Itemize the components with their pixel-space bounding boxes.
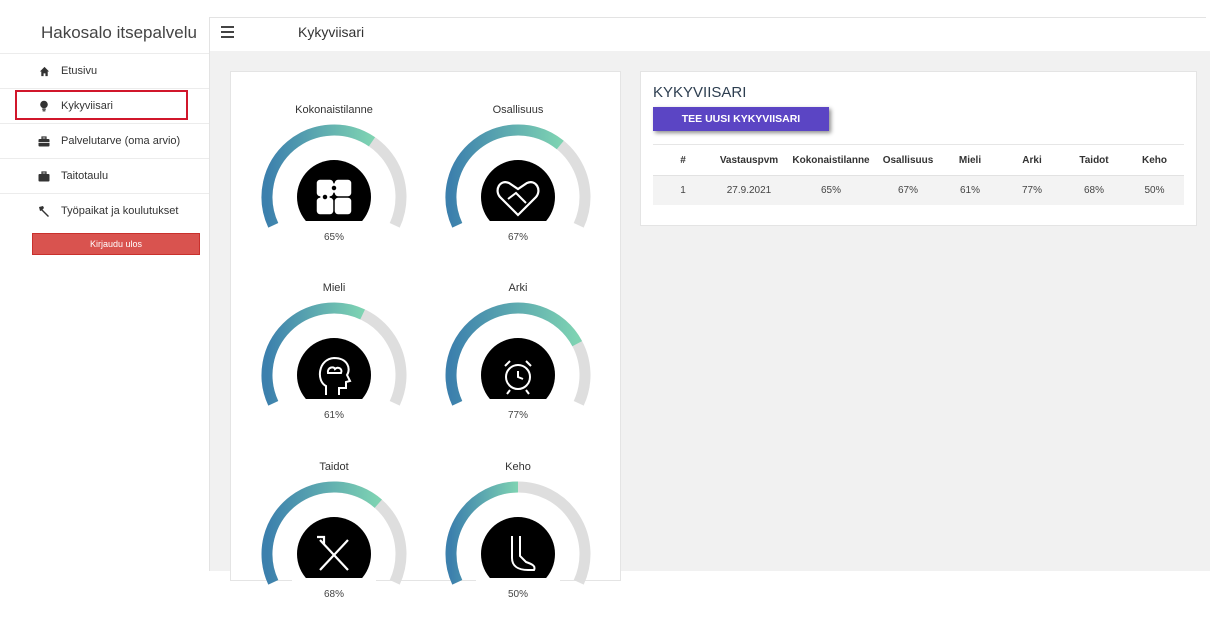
gauges-card: Kokonaistilanne 65% Osallisuus bbox=[230, 71, 621, 600]
briefcase-icon bbox=[38, 135, 50, 147]
sidebar-item-kykyviisari[interactable]: Kykyviisari bbox=[0, 88, 209, 123]
table-cell: 67% bbox=[877, 175, 939, 205]
table-header-row: # Vastauspvm Kokonaistilanne Osallisuus … bbox=[653, 144, 1184, 176]
hamburger-menu-icon[interactable] bbox=[221, 26, 234, 38]
gauge-arki: Arki 77% bbox=[438, 282, 598, 462]
table-cell: 68% bbox=[1063, 175, 1125, 205]
column-header: Keho bbox=[1125, 144, 1184, 176]
table-cell: 77% bbox=[1001, 175, 1063, 205]
brand-title: Hakosalo itsepalvelu bbox=[41, 23, 197, 42]
sidebar-item-taitotaulu[interactable]: Taitotaulu bbox=[0, 158, 209, 193]
gauge-dial bbox=[445, 302, 591, 415]
hammer-icon bbox=[38, 205, 50, 217]
table-cell: 27.9.2021 bbox=[713, 175, 785, 205]
gauge-taidot: Taidot 68% bbox=[254, 461, 414, 641]
gauge-arc bbox=[261, 124, 376, 228]
column-header: Osallisuus bbox=[877, 144, 939, 176]
column-header: Mieli bbox=[939, 144, 1001, 176]
logout-button[interactable]: Kirjaudu ulos bbox=[32, 233, 200, 255]
gauge-value: 50% bbox=[507, 589, 528, 600]
gauge-mieli: Mieli 61% bbox=[254, 282, 414, 462]
top-bar: Kykyviisari bbox=[210, 17, 1206, 52]
gauge-osallisuus: Osallisuus 67% bbox=[438, 104, 598, 284]
results-card: KYKYVIISARI TEE UUSI KYKYVIISARI # Vasta… bbox=[640, 71, 1197, 226]
head-cloud-icon bbox=[318, 356, 352, 395]
sidebar-item-tyopaikat[interactable]: Työpaikat ja koulutukset bbox=[0, 193, 209, 228]
sidebar-item-etusivu[interactable]: Etusivu bbox=[0, 53, 209, 88]
gauge-value: 77% bbox=[507, 410, 528, 421]
sidebar-item-label: Palvelutarve (oma arvio) bbox=[61, 135, 181, 147]
gauge-arc bbox=[445, 124, 564, 228]
page-title: Kykyviisari bbox=[298, 24, 365, 40]
sidebar-item-label: Työpaikat ja koulutukset bbox=[61, 205, 179, 217]
results-title: KYKYVIISARI bbox=[653, 84, 747, 101]
gauge-arc bbox=[445, 302, 583, 406]
gauge-value: 61% bbox=[323, 410, 344, 421]
table-cell: 1 bbox=[653, 175, 713, 205]
gauge-title: Taidot bbox=[319, 461, 349, 473]
alarm-clock-icon bbox=[504, 360, 532, 395]
results-table: # Vastauspvm Kokonaistilanne Osallisuus … bbox=[653, 144, 1184, 205]
gauge-value: 65% bbox=[323, 232, 344, 243]
gauge-value: 68% bbox=[323, 589, 344, 600]
gauge-dial bbox=[261, 302, 407, 415]
active-item-highlight bbox=[15, 90, 188, 120]
gauge-value: 67% bbox=[507, 232, 528, 243]
gauge-dial bbox=[261, 124, 407, 237]
gauge-title: Keho bbox=[505, 461, 531, 473]
gauge-dial bbox=[445, 124, 591, 237]
puzzle-icon bbox=[316, 179, 352, 215]
gauge-title: Mieli bbox=[322, 282, 346, 294]
column-header: Taidot bbox=[1063, 144, 1125, 176]
home-icon bbox=[38, 65, 50, 77]
column-header: # bbox=[653, 144, 713, 176]
column-header: Vastauspvm bbox=[713, 144, 785, 176]
column-header: Kokonaistilanne bbox=[785, 144, 877, 176]
gauge-title: Kokonaistilanne bbox=[295, 104, 373, 116]
sidebar-item-palvelutarve[interactable]: Palvelutarve (oma arvio) bbox=[0, 123, 209, 158]
column-header: Arki bbox=[1001, 144, 1063, 176]
table-cell: 50% bbox=[1125, 175, 1184, 205]
gauge-title: Osallisuus bbox=[492, 104, 544, 116]
gauge-dial bbox=[261, 481, 407, 594]
table-cell: 65% bbox=[785, 175, 877, 205]
new-kykyviisari-button[interactable]: TEE UUSI KYKYVIISARI bbox=[653, 107, 829, 131]
foot-icon bbox=[511, 536, 536, 571]
tools-icon bbox=[317, 535, 349, 571]
gauge-keho: Keho 50% bbox=[438, 461, 598, 641]
gauge-arc bbox=[261, 481, 382, 585]
gauge-dial bbox=[445, 481, 591, 594]
gauge-title: Arki bbox=[508, 282, 528, 294]
gauge-kokonaistilanne: Kokonaistilanne 65% bbox=[254, 104, 414, 284]
lightbulb-icon bbox=[38, 100, 50, 112]
gauge-arc bbox=[445, 481, 519, 585]
sidebar-item-label: Taitotaulu bbox=[61, 170, 109, 182]
table-cell: 61% bbox=[939, 175, 1001, 205]
gauge-arc bbox=[261, 302, 365, 406]
sidebar-item-label: Etusivu bbox=[61, 65, 98, 77]
sidebar-item-label: Kykyviisari bbox=[61, 100, 113, 112]
heart-handshake-icon bbox=[496, 181, 540, 217]
briefcase-icon bbox=[38, 170, 50, 182]
sidebar: Hakosalo itsepalvelu Etusivu Kykyviisari… bbox=[0, 17, 210, 571]
table-row: 1 27.9.2021 65% 67% 61% 77% 68% 50% bbox=[653, 175, 1184, 205]
